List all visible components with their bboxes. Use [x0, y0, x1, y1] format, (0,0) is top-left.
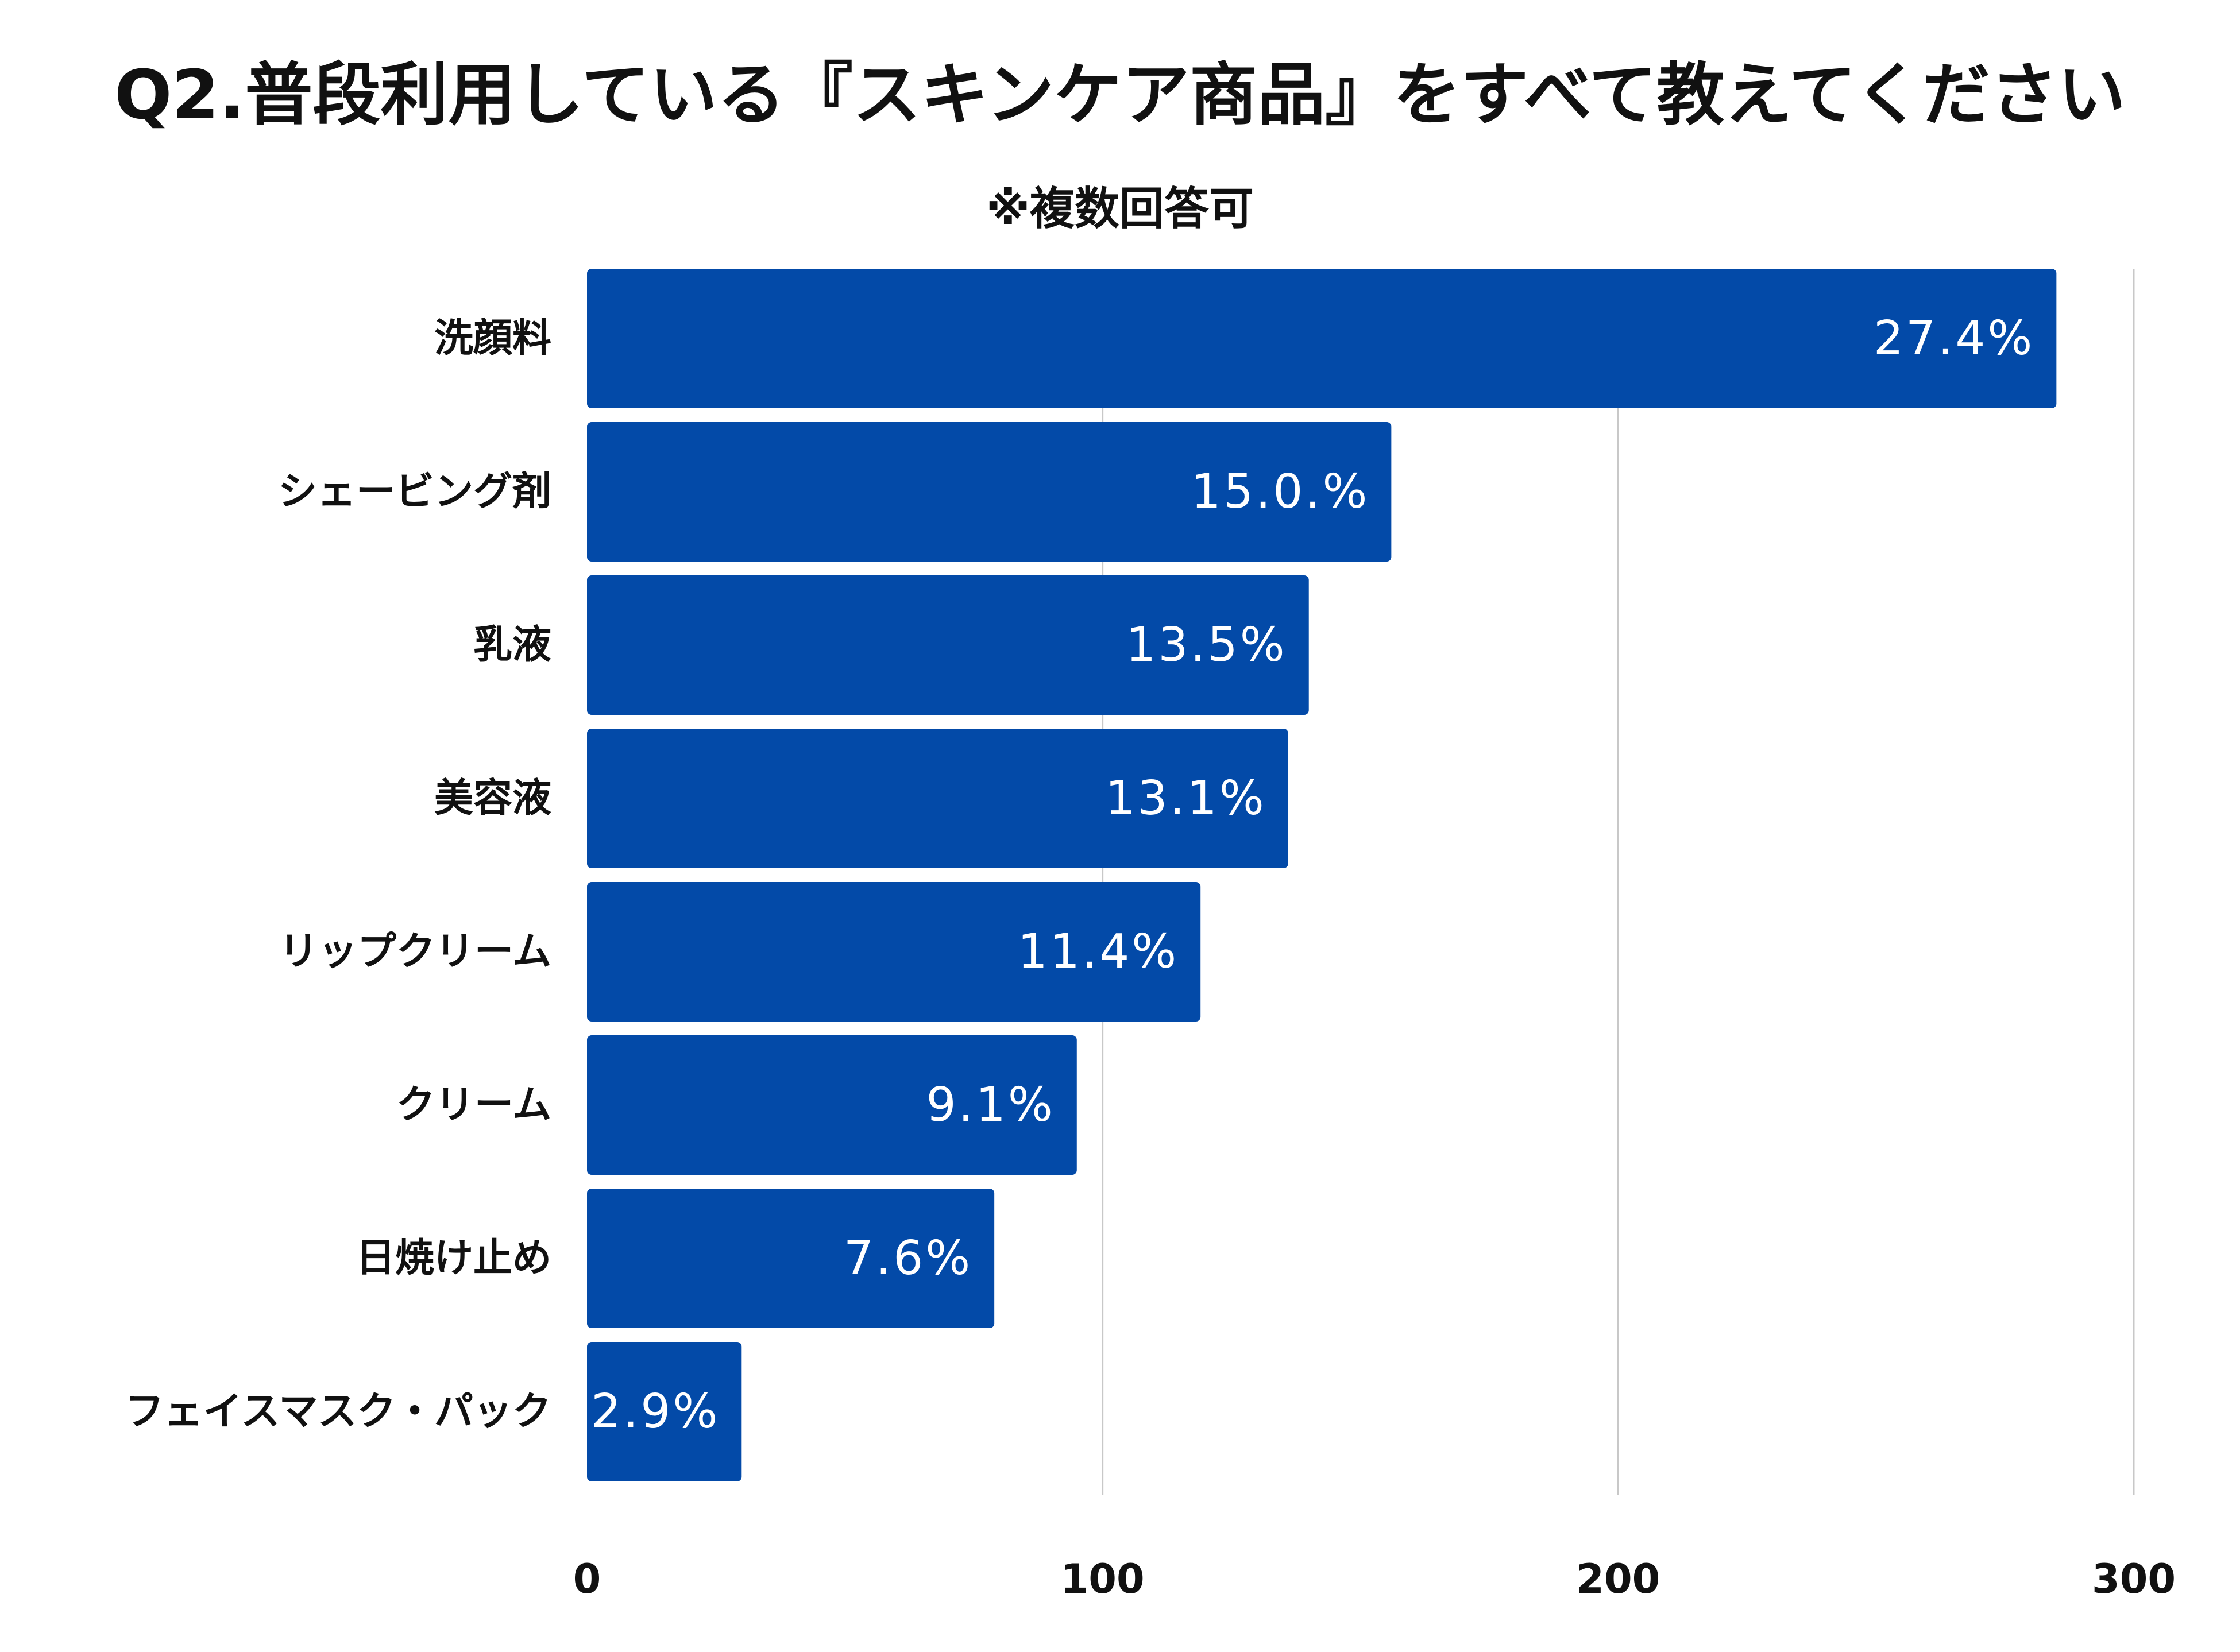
bar	[587, 269, 2057, 408]
value-label: 27.4%	[1874, 311, 2035, 366]
category-label: 乳液	[473, 622, 551, 668]
chart-title: Q2.普段利用している『スキンケア商品』をすべて教えてください	[114, 55, 2126, 134]
category-label: 日焼け止め	[356, 1236, 551, 1281]
category-label: シェービング剤	[278, 469, 551, 514]
bar	[587, 729, 1288, 868]
bar	[587, 575, 1309, 715]
value-label: 13.1%	[1105, 771, 1266, 826]
value-label: 13.5%	[1126, 618, 1287, 672]
bar	[587, 1189, 995, 1328]
category-label: リップクリーム	[279, 929, 551, 974]
category-label: クリーム	[396, 1082, 551, 1128]
value-label: 15.0.%	[1191, 465, 1370, 519]
x-tick-label: 200	[1576, 1556, 1660, 1603]
bar	[587, 1035, 1077, 1175]
category-label: 美容液	[434, 776, 551, 821]
value-label: 9.1%	[926, 1078, 1055, 1132]
value-label: 7.6%	[844, 1231, 972, 1286]
value-label: 2.9%	[591, 1384, 720, 1439]
x-tick-label: 300	[2092, 1556, 2176, 1603]
bar	[587, 422, 1392, 562]
category-label: 洗顔料	[434, 316, 551, 361]
x-tick-label: 100	[1061, 1556, 1145, 1603]
value-label: 11.4%	[1018, 924, 1179, 979]
category-label: フェイスマスク・パック	[125, 1389, 551, 1434]
x-tick-label: 0	[573, 1556, 601, 1603]
chart-subtitle: ※複数回答可	[986, 183, 1254, 235]
bar	[587, 882, 1201, 1022]
bar	[587, 1342, 742, 1481]
